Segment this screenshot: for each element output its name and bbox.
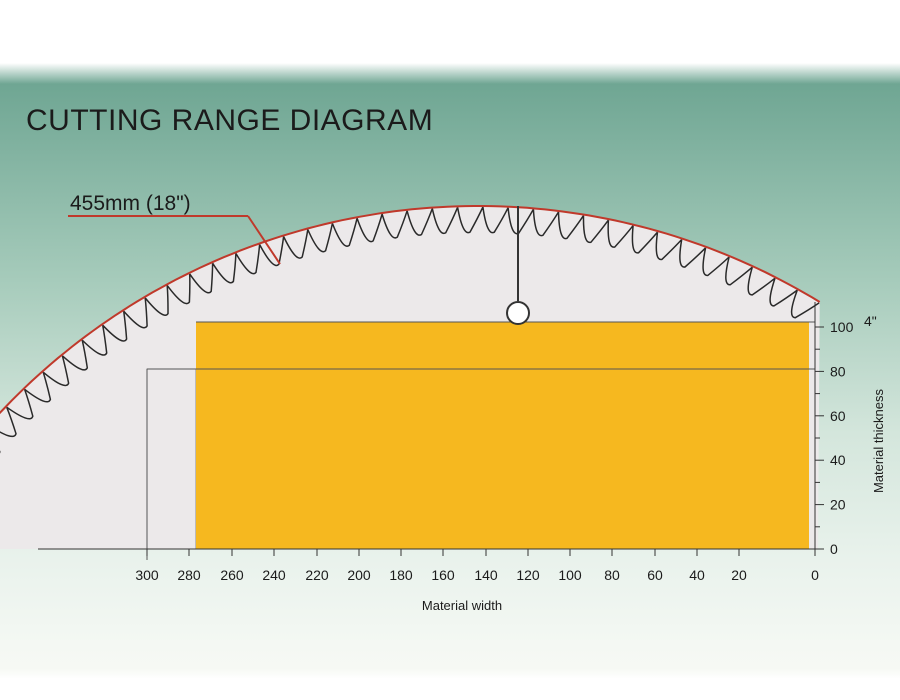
x-axis-title: Material width <box>422 598 502 613</box>
inch-label: 4" <box>864 313 877 329</box>
blade-outline <box>0 205 821 415</box>
x-tick-label: 140 <box>474 567 498 583</box>
blade-diameter-label: 455mm (18") <box>70 192 191 215</box>
extended-range-area <box>146 368 197 550</box>
x-tick-label: 60 <box>647 567 663 583</box>
x-tick-label: 100 <box>558 567 582 583</box>
y-tick-label: 80 <box>830 363 846 379</box>
arbor-hub-icon <box>506 301 530 325</box>
x-tick-label: 180 <box>389 567 413 583</box>
blade-teeth <box>0 206 820 454</box>
x-tick-label: 200 <box>347 567 371 583</box>
y-tick-label: 0 <box>830 541 838 557</box>
x-axis-ticks: 300 280 260 240 220 200 180 160 140 120 100 80 60 40 2… <box>135 549 819 583</box>
y-tick-label: 100 <box>830 319 854 335</box>
x-tick-label: 20 <box>731 567 747 583</box>
x-tick-label: 120 <box>516 567 540 583</box>
x-tick-label: 0 <box>811 567 819 583</box>
y-tick-label: 20 <box>830 497 846 513</box>
x-tick-label: 300 <box>135 567 159 583</box>
x-tick-label: 260 <box>220 567 244 583</box>
blade-label-leader <box>247 215 281 265</box>
x-tick-label: 80 <box>604 567 620 583</box>
x-tick-label: 160 <box>431 567 455 583</box>
y-tick-label: 40 <box>830 452 846 468</box>
x-tick-label: 280 <box>177 567 201 583</box>
y-tick-label: 60 <box>830 408 846 424</box>
diagram-title: CUTTING RANGE DIAGRAM <box>26 104 433 137</box>
cutting-range-area <box>196 322 809 549</box>
x-tick-label: 220 <box>305 567 329 583</box>
x-tick-label: 240 <box>262 567 286 583</box>
x-tick-label: 40 <box>689 567 705 583</box>
y-axis-ticks: 100 80 60 40 20 0 <box>815 319 854 557</box>
y-axis-title: Material thickness <box>871 388 886 493</box>
